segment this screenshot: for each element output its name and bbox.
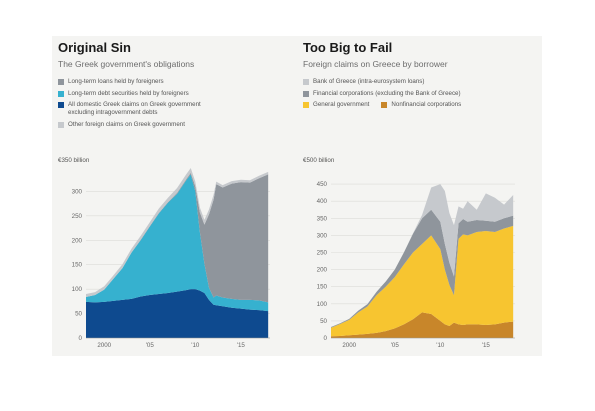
legend-label: Long-term debt securities held by foreig… xyxy=(68,89,189,97)
y-tick-label: 200 xyxy=(317,267,328,274)
y-tick-label: 50 xyxy=(75,311,82,318)
y-tick-label: 150 xyxy=(317,284,328,291)
x-tick-label: '10 xyxy=(436,342,445,349)
y-tick-label: 450 xyxy=(317,181,328,188)
area-series-all-domestic-greek-claims-on-greek-government-excluding-intragovernment-debts xyxy=(86,289,269,338)
legend-swatch xyxy=(58,102,64,108)
chart-title: Too Big to Fail xyxy=(303,40,393,55)
legend-item: Long-term loans held by foreigners xyxy=(58,78,290,86)
chart-too-big-to-fail: Too Big to Fail Foreign claims on Greece… xyxy=(297,36,542,356)
legend-swatch xyxy=(303,79,309,85)
y-unit-label: €350 billion xyxy=(58,157,90,164)
legend-item: Bank of Greece (intra-eurosystem loans) xyxy=(303,78,535,86)
y-tick-label: 300 xyxy=(317,232,328,239)
x-tick-label: '15 xyxy=(237,342,246,349)
y-tick-label: 0 xyxy=(324,335,328,342)
y-tick-label: 100 xyxy=(72,286,83,293)
area-series-long-term-debt-securities-held-by-foreigners xyxy=(86,174,269,312)
y-tick-label: 300 xyxy=(72,188,83,195)
legend: Long-term loans held by foreigners Long-… xyxy=(58,78,290,132)
legend-swatch xyxy=(381,102,388,108)
legend-label: Long-term loans held by foreigners xyxy=(68,78,164,85)
legend-label: Financial corporations (excluding the Ba… xyxy=(313,89,461,97)
area-series-long-term-loans-held-by-foreigners xyxy=(86,172,269,303)
x-tick-label: 2000 xyxy=(342,342,356,349)
legend-swatch xyxy=(58,79,64,85)
chart-subtitle: Foreign claims on Greece by borrower xyxy=(303,59,448,69)
legend-swatch xyxy=(303,90,309,97)
y-tick-label: 150 xyxy=(72,262,83,269)
legend-label: General government xyxy=(313,101,370,108)
chart-subtitle: The Greek government's obligations xyxy=(58,59,195,69)
x-tick-label: 2000 xyxy=(97,342,111,349)
legend-item: Financial corporations (excluding the Ba… xyxy=(303,90,535,98)
plot-area: 0 50 100 150 200 250 300 350 400 450 2000 '05 '10 '15 xyxy=(317,181,515,349)
legend-swatch xyxy=(303,102,309,108)
y-tick-label: 250 xyxy=(72,213,83,220)
y-tick-label: 400 xyxy=(317,198,328,205)
x-tick-label: '15 xyxy=(482,342,491,349)
legend-label: All domestic Greek claims on Greek gover… xyxy=(68,101,201,116)
area-series-bank-of-greece-intra-eurosystem-loans xyxy=(331,184,514,328)
area-series-nonfinancial-corporations xyxy=(331,312,514,338)
legend-item: Other foreign claims on Greek government xyxy=(58,121,290,129)
legend-swatch xyxy=(58,90,64,97)
plot-area: 0 50 100 150 200 250 300 2000 '05 '10 '15 xyxy=(72,167,270,349)
x-tick-label: '10 xyxy=(191,342,200,349)
area-series-other-foreign-claims-on-greek-government xyxy=(86,167,269,297)
y-unit-label: €500 billion xyxy=(303,157,335,164)
legend-label: Nonfinancial corporations xyxy=(391,101,462,108)
x-tick-label: '05 xyxy=(146,342,155,349)
chart-original-sin: Original Sin The Greek government's obli… xyxy=(52,36,297,356)
area-series-financial-corporations-excluding-the-bank-of-greece xyxy=(331,209,514,328)
figure-panel: Original Sin The Greek government's obli… xyxy=(52,36,542,356)
y-tick-label: 50 xyxy=(320,318,327,325)
y-tick-label: 200 xyxy=(72,237,83,244)
y-tick-label: 0 xyxy=(79,335,83,342)
y-tick-label: 350 xyxy=(317,215,328,222)
chart-title: Original Sin xyxy=(58,40,131,55)
y-tick-label: 100 xyxy=(317,301,328,308)
legend: Bank of Greece (intra-eurosystem loans) … xyxy=(303,78,535,113)
y-tick-label: 250 xyxy=(317,250,328,257)
legend-item: All domestic Greek claims on Greek gover… xyxy=(58,101,290,117)
area-series-general-government xyxy=(331,225,514,337)
legend-item: Long-term debt securities held by foreig… xyxy=(58,90,290,98)
legend-label: Bank of Greece (intra-eurosystem loans) xyxy=(313,78,425,85)
legend-swatch xyxy=(58,121,64,128)
x-tick-label: '05 xyxy=(391,342,400,349)
legend-label: Other foreign claims on Greek government xyxy=(68,120,185,128)
legend-item: General government Nonfinancial corporat… xyxy=(303,101,535,109)
